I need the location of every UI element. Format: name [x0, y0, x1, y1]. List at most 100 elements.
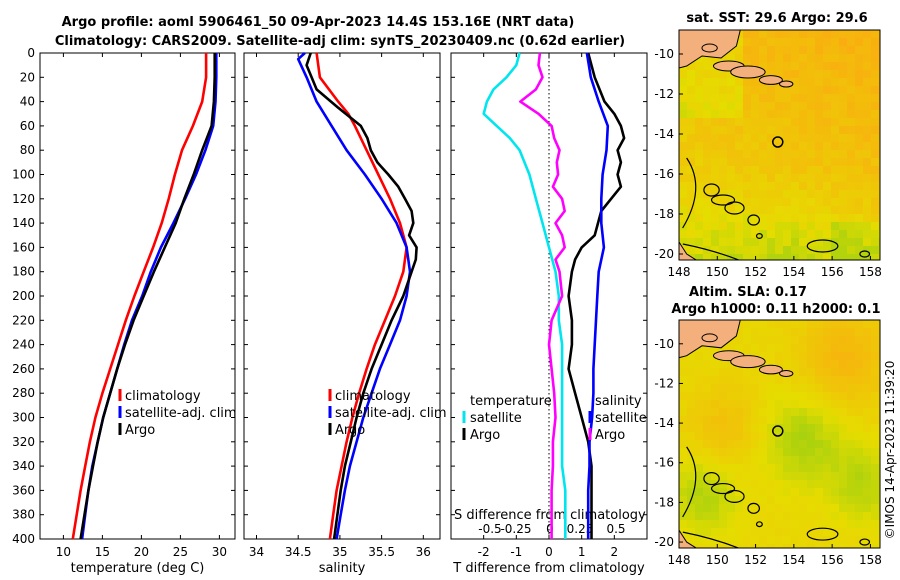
- map-cell: [823, 182, 832, 191]
- map-cell: [679, 238, 688, 247]
- map-cell: [831, 102, 840, 111]
- map-cell: [719, 206, 728, 215]
- series-line-argo: [305, 52, 418, 540]
- map-cell: [695, 504, 704, 513]
- map-cell: [807, 182, 816, 191]
- map-cell: [759, 464, 768, 473]
- map-cell: [807, 134, 816, 143]
- map-cell: [687, 246, 696, 255]
- map-cell: [799, 544, 808, 548]
- map-cell: [839, 496, 848, 505]
- map-cell: [735, 94, 744, 103]
- map-cell: [767, 336, 776, 345]
- map-cell: [735, 222, 744, 231]
- map-cell: [759, 110, 768, 119]
- map-cell: [823, 480, 832, 489]
- map-cell: [807, 110, 816, 119]
- map-cell: [831, 206, 840, 215]
- map-cell: [807, 206, 816, 215]
- map-cell: [775, 464, 784, 473]
- map-cell: [871, 448, 880, 457]
- map-cell: [775, 352, 784, 361]
- map-cell: [871, 392, 880, 401]
- map-cell: [679, 400, 688, 409]
- map-cell: [815, 392, 824, 401]
- map-cell: [783, 222, 792, 231]
- lat-tick-label: -20: [654, 535, 674, 549]
- map-cell: [799, 222, 808, 231]
- map-cell: [703, 384, 712, 393]
- map-cell: [855, 408, 864, 417]
- map-cell: [711, 182, 720, 191]
- map-cell: [727, 448, 736, 457]
- map-cell: [759, 182, 768, 191]
- map-cell: [823, 504, 832, 513]
- map-cell: [743, 78, 752, 87]
- map-cell: [839, 504, 848, 513]
- island: [730, 355, 766, 369]
- map-cell: [735, 424, 744, 433]
- map-cell: [751, 480, 760, 489]
- map-cell: [799, 336, 808, 345]
- map-cell: [775, 376, 784, 385]
- map-cell: [735, 464, 744, 473]
- map-cell: [703, 118, 712, 127]
- map-cell: [751, 126, 760, 135]
- map-cell: [679, 376, 688, 385]
- map-cell: [695, 86, 704, 95]
- map-cell: [783, 536, 792, 545]
- map-cell: [775, 528, 784, 537]
- map-cell: [863, 38, 872, 47]
- map-cell: [799, 246, 808, 255]
- map-cell: [775, 456, 784, 465]
- map-cell: [775, 54, 784, 63]
- map-cell: [719, 488, 728, 497]
- map-cell: [831, 528, 840, 537]
- map-cell: [815, 182, 824, 191]
- map-cell: [783, 384, 792, 393]
- map-cell: [855, 504, 864, 513]
- map-cell: [767, 488, 776, 497]
- map-cell: [791, 368, 800, 377]
- map-cell: [799, 464, 808, 473]
- map-cell: [703, 230, 712, 239]
- map-cell: [831, 520, 840, 529]
- map-cell: [815, 432, 824, 441]
- map-cell: [791, 320, 800, 329]
- map-cell: [687, 376, 696, 385]
- map-cell: [855, 416, 864, 425]
- legend-title-salinity: salinity: [595, 394, 642, 409]
- depth-tick-label: 380: [12, 508, 35, 522]
- map-cell: [695, 246, 704, 255]
- map-cell: [783, 456, 792, 465]
- map-cell: [719, 246, 728, 255]
- map-cell: [759, 62, 768, 71]
- map-cell: [871, 536, 880, 545]
- map-cell: [759, 118, 768, 127]
- map-cell: [743, 520, 752, 529]
- map-cell: [695, 544, 704, 548]
- map-cell: [743, 238, 752, 247]
- map-cell: [695, 368, 704, 377]
- map-cell: [711, 368, 720, 377]
- map-cell: [767, 400, 776, 409]
- map-cell: [783, 62, 792, 71]
- map-cell: [695, 376, 704, 385]
- map-cell: [791, 400, 800, 409]
- map-cell: [783, 238, 792, 247]
- map-cell: [767, 464, 776, 473]
- map-cell: [863, 126, 872, 135]
- map-cell: [791, 504, 800, 513]
- map-cell: [863, 352, 872, 361]
- map-cell: [847, 134, 856, 143]
- map-cell: [735, 134, 744, 143]
- map-cell: [703, 166, 712, 175]
- map-cell: [735, 544, 744, 548]
- map-cell: [767, 62, 776, 71]
- map-cell: [863, 158, 872, 167]
- x-axis-label: salinity: [319, 561, 366, 576]
- map-cell: [863, 368, 872, 377]
- map-cell: [839, 206, 848, 215]
- island: [701, 43, 718, 53]
- map-cell: [847, 488, 856, 497]
